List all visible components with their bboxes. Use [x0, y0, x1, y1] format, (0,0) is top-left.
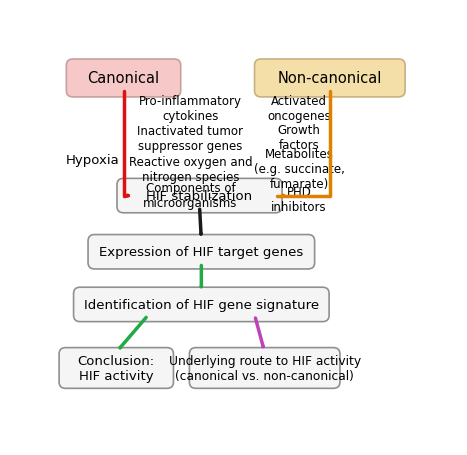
FancyBboxPatch shape: [66, 60, 181, 98]
Text: Identification of HIF gene signature: Identification of HIF gene signature: [84, 298, 319, 311]
Text: Metabolites
(e.g. succinate,
fumarate): Metabolites (e.g. succinate, fumarate): [254, 148, 345, 191]
FancyBboxPatch shape: [88, 235, 315, 269]
FancyBboxPatch shape: [117, 179, 282, 213]
Text: Inactivated tumor
suppressor genes: Inactivated tumor suppressor genes: [137, 125, 243, 153]
Text: Underlying route to HIF activity
(canonical vs. non-canonical): Underlying route to HIF activity (canoni…: [169, 354, 361, 382]
Text: Hypoxia: Hypoxia: [66, 153, 120, 166]
FancyBboxPatch shape: [74, 288, 329, 322]
Text: Growth
factors: Growth factors: [277, 124, 320, 152]
Text: PHD
inhibitors: PHD inhibitors: [271, 186, 327, 214]
Text: HIF stabilization: HIF stabilization: [147, 190, 253, 202]
Text: Non-canonical: Non-canonical: [277, 71, 382, 86]
FancyBboxPatch shape: [190, 348, 340, 389]
Text: Expression of HIF target genes: Expression of HIF target genes: [99, 246, 304, 259]
Text: Canonical: Canonical: [87, 71, 160, 86]
Text: Components of
microorganisms: Components of microorganisms: [143, 182, 238, 210]
Text: Conclusion:
HIF activity: Conclusion: HIF activity: [78, 354, 155, 382]
FancyBboxPatch shape: [255, 60, 405, 98]
Text: Pro-inflammatory
cytokines: Pro-inflammatory cytokines: [139, 95, 242, 123]
FancyBboxPatch shape: [59, 348, 173, 389]
Text: Reactive oxygen and
nitrogen species: Reactive oxygen and nitrogen species: [129, 156, 252, 183]
Text: Activated
oncogenes: Activated oncogenes: [267, 95, 331, 123]
